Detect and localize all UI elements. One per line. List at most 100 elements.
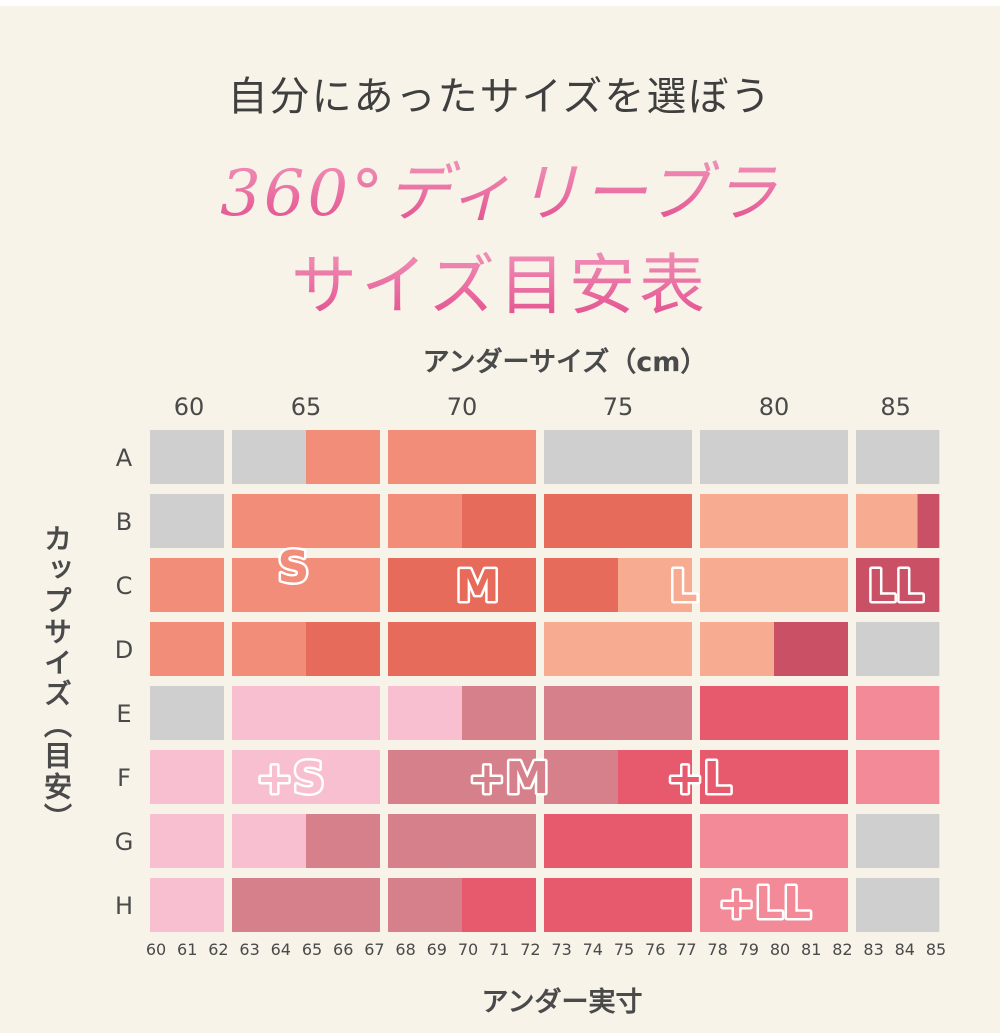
cell-A-65 (306, 430, 380, 484)
cell-H-72.5 (544, 878, 692, 932)
cell-G-62.5 (232, 814, 306, 868)
cup-label-D: D (115, 636, 133, 664)
cell-G-67.5 (388, 814, 536, 868)
under-tick-84: 84 (895, 940, 915, 959)
cell-F-82.5 (856, 750, 940, 804)
cell-D-60 (150, 622, 224, 676)
cell-A-77.5 (700, 430, 848, 484)
cell-E-82.5 (856, 686, 940, 740)
size-label-plus-S: +S (256, 753, 325, 804)
cell-C-60 (150, 558, 224, 612)
under-tick-75: 75 (614, 940, 634, 959)
size-label-plus-M: +M (468, 753, 549, 804)
under-tick-62: 62 (208, 940, 228, 959)
cell-B-82.5 (856, 494, 918, 548)
cell-D-80 (774, 622, 848, 676)
cell-H-67.5 (388, 878, 462, 932)
under-tick-82: 82 (832, 940, 852, 959)
cell-H-82.5 (856, 878, 940, 932)
cell-E-60 (150, 686, 224, 740)
cell-G-65 (306, 814, 380, 868)
cell-H-62.5 (232, 878, 380, 932)
cell-D-82.5 (856, 622, 940, 676)
cell-B-62.5 (232, 494, 380, 548)
cell-A-82.5 (856, 430, 940, 484)
cell-F-77.5 (700, 750, 848, 804)
cell-A-60 (150, 430, 224, 484)
cell-D-77.5 (700, 622, 774, 676)
cell-C-77.5 (700, 558, 848, 612)
under-tick-85: 85 (926, 940, 946, 959)
under-tick-63: 63 (239, 940, 259, 959)
cup-label-F: F (117, 764, 131, 792)
cell-G-82.5 (856, 814, 940, 868)
cell-A-72.5 (544, 430, 692, 484)
chart-title: サイズ目安表 (0, 232, 1000, 328)
cup-label-B: B (116, 508, 132, 536)
cell-D-67.5 (388, 622, 536, 676)
cell-H-77.5 (700, 878, 848, 932)
cell-F-60 (150, 750, 224, 804)
cell-B-77.5 (700, 494, 848, 548)
under-tick-68: 68 (395, 940, 415, 959)
cup-label-E: E (116, 700, 131, 728)
size-label-S: S (278, 542, 310, 593)
cell-H-60 (150, 878, 224, 932)
cell-F-62.5 (232, 750, 380, 804)
under-tick-76: 76 (645, 940, 665, 959)
cup-label-C: C (116, 572, 133, 600)
cell-C-67.5 (388, 558, 536, 612)
cup-size-axis-title: カップサイズ（目安） (40, 524, 73, 834)
cell-E-67.5 (388, 686, 462, 740)
cell-G-77.5 (700, 814, 848, 868)
cell-G-72.5 (544, 814, 692, 868)
under-tick-72: 72 (520, 940, 540, 959)
cell-B-72.5 (544, 494, 692, 548)
size-label-L: L (669, 561, 697, 612)
cell-G-60 (150, 814, 224, 868)
cell-F-75 (618, 750, 692, 804)
cell-B-70 (462, 494, 536, 548)
under-tick-79: 79 (739, 940, 759, 959)
under-tick-64: 64 (271, 940, 291, 959)
cell-E-62.5 (232, 686, 380, 740)
column-label-85: 85 (880, 393, 911, 421)
under-tick-74: 74 (583, 940, 603, 959)
under-tick-70: 70 (458, 940, 478, 959)
cell-E-77.5 (700, 686, 848, 740)
cup-label-H: H (115, 892, 133, 920)
cell-F-67.5 (388, 750, 536, 804)
cell-B-84.6 (917, 494, 940, 548)
product-title: 360°ディリーブラ (0, 142, 1000, 234)
cell-F-72.5 (544, 750, 618, 804)
under-tick-69: 69 (427, 940, 447, 959)
cell-D-62.5 (232, 622, 306, 676)
under-tick-78: 78 (707, 940, 727, 959)
size-label-plus-LL: +LL (718, 878, 811, 929)
under-size-axis-title: アンダーサイズ（cm） (422, 347, 708, 378)
under-tick-66: 66 (333, 940, 353, 959)
cell-B-67.5 (388, 494, 462, 548)
under-tick-61: 61 (177, 940, 197, 959)
cell-A-62.5 (232, 430, 306, 484)
column-label-80: 80 (759, 393, 790, 421)
cell-H-70 (462, 878, 536, 932)
actual-under-axis-title: アンダー実寸 (481, 987, 643, 1018)
cell-C-82.5 (856, 558, 940, 612)
under-tick-77: 77 (676, 940, 696, 959)
column-label-70: 70 (447, 393, 478, 421)
under-tick-80: 80 (770, 940, 790, 959)
size-label-plus-L: +L (667, 753, 732, 804)
column-label-75: 75 (603, 393, 634, 421)
cell-A-67.5 (388, 430, 536, 484)
under-tick-60: 60 (146, 940, 166, 959)
column-label-60: 60 (174, 393, 205, 421)
under-tick-67: 67 (364, 940, 384, 959)
column-label-65: 65 (291, 393, 322, 421)
cell-D-72.5 (544, 622, 692, 676)
cup-label-A: A (116, 444, 133, 472)
cell-E-72.5 (544, 686, 692, 740)
under-tick-71: 71 (489, 940, 509, 959)
under-tick-81: 81 (801, 940, 821, 959)
